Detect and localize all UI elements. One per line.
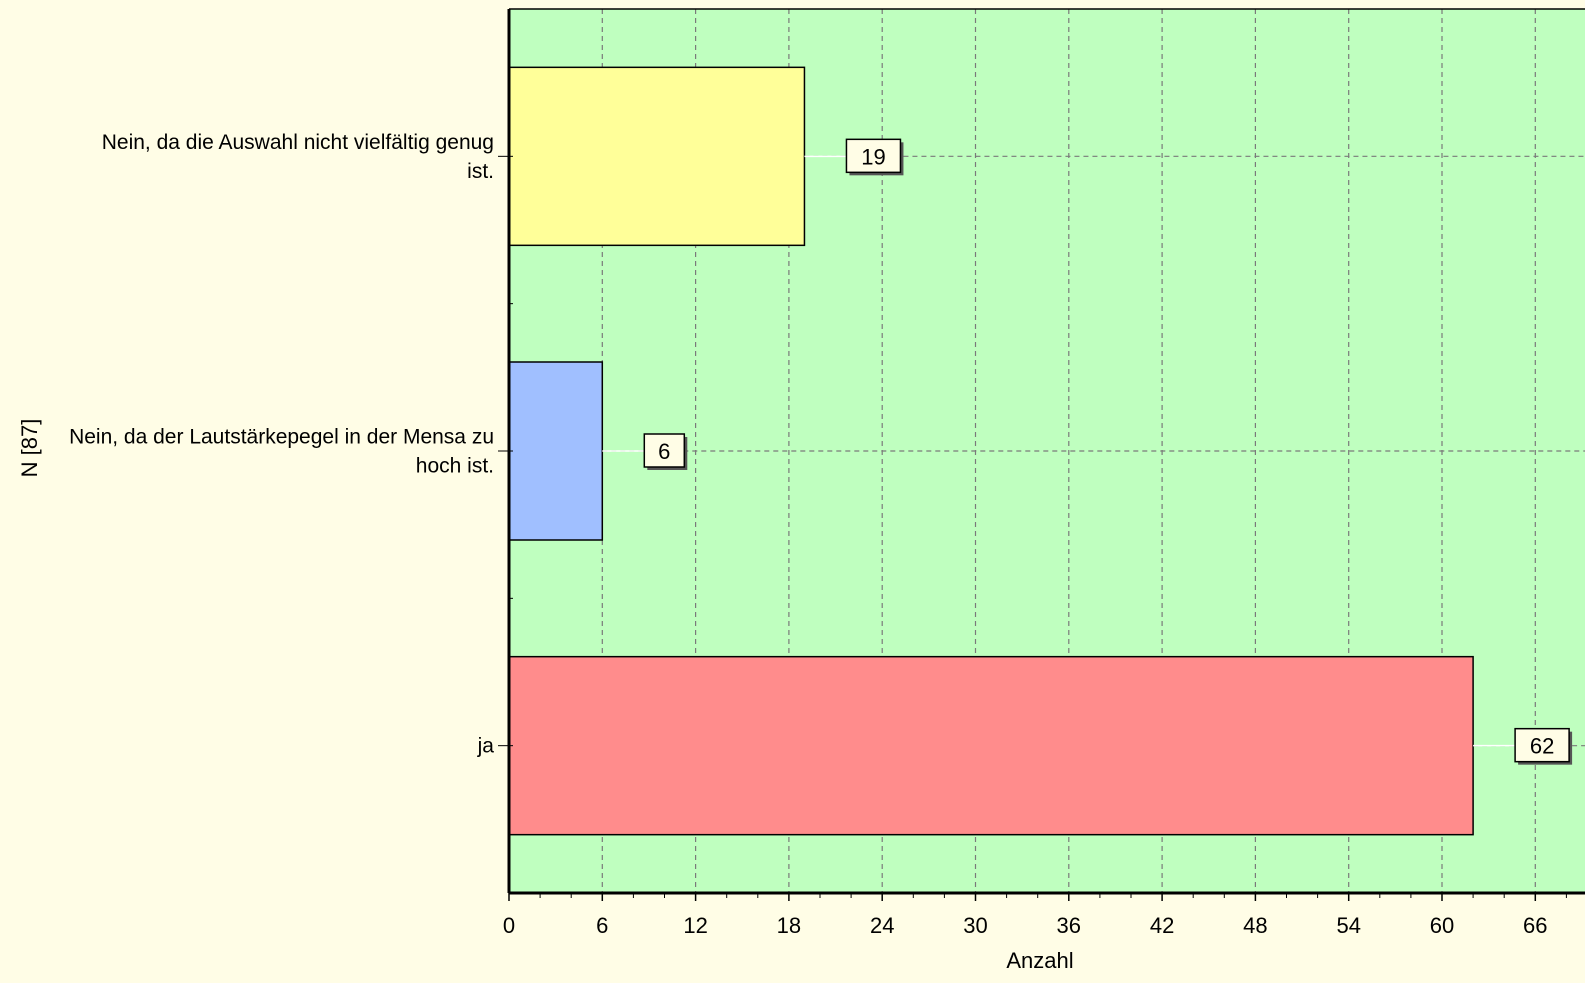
x-tick-label: 66 <box>1523 913 1547 938</box>
data-label-box <box>643 433 686 468</box>
bars <box>508 66 1474 836</box>
category-label: hoch ist. <box>416 455 494 478</box>
data-label-box <box>845 138 902 174</box>
category-label: ja <box>477 735 495 758</box>
x-tick-label: 24 <box>870 913 894 938</box>
x-tick-label: 18 <box>777 913 801 938</box>
x-tick-label: 6 <box>596 913 608 938</box>
x-tick-label: 30 <box>963 913 987 938</box>
bar <box>508 361 604 541</box>
category-label: Nein, da die Auswahl nicht vielfältig ge… <box>102 131 494 154</box>
x-tick-label: 12 <box>683 913 707 938</box>
y-axis-title: N [87] <box>17 419 42 478</box>
data-label-box <box>1514 727 1570 763</box>
bar <box>508 655 1474 836</box>
bar <box>508 66 806 247</box>
category-label: Nein, da der Lautstärkepegel in der Mens… <box>69 426 494 449</box>
x-tick-label: 60 <box>1430 913 1454 938</box>
x-tick-label: 36 <box>1057 913 1081 938</box>
data-label: 6 <box>658 439 670 464</box>
data-label: 19 <box>861 144 885 169</box>
data-labels: 19 6 62 <box>602 138 1573 765</box>
category-labels: Nein, da die Auswahl nicht vielfältig ge… <box>69 131 509 758</box>
x-tick-label: 0 <box>503 913 515 938</box>
data-label: 62 <box>1530 734 1554 759</box>
x-tick-label: 48 <box>1243 913 1267 938</box>
x-axis-title: Anzahl <box>1006 948 1073 973</box>
x-tick-label: 42 <box>1150 913 1174 938</box>
category-label: ist. <box>467 160 494 183</box>
x-tick-label: 54 <box>1336 913 1360 938</box>
